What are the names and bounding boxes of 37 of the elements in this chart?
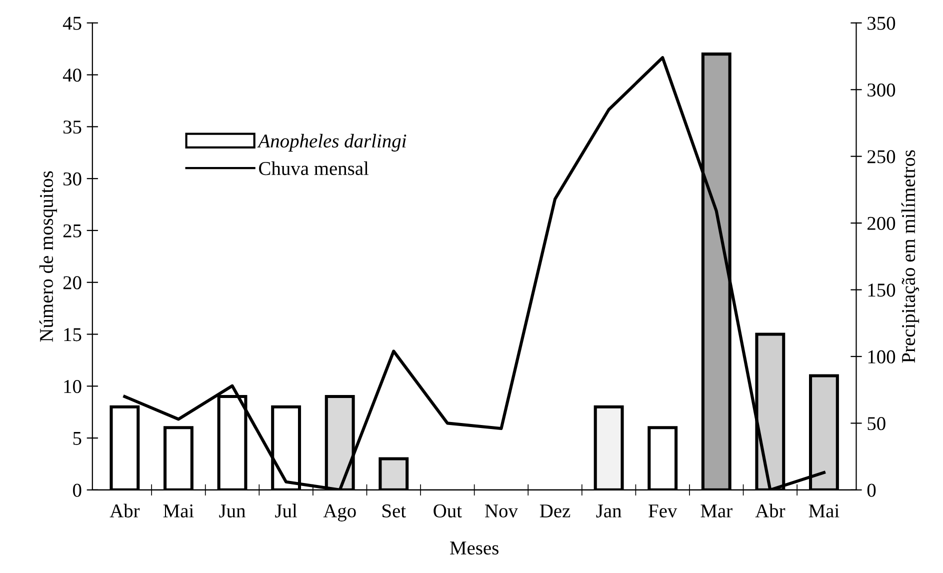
x-tick-label: Dez	[540, 504, 570, 518]
x-tick-label: Mar	[700, 504, 732, 518]
y-axis-title: Número de mosquitos	[39, 171, 57, 342]
y-tick-label: 25	[63, 224, 82, 238]
y2-axis-title: Precipitação em milímetros	[901, 150, 920, 363]
y2-tick-label: 0	[867, 484, 876, 497]
y-tick-label: 5	[73, 432, 82, 445]
y-tick-label: 40	[62, 68, 82, 82]
x-tick-label: Set	[382, 504, 406, 518]
x-tick-label: Abr	[755, 504, 786, 518]
y-tick-label: 10	[64, 380, 82, 394]
y2-tick-label: 200	[868, 216, 896, 230]
y2-tick-label: 100	[868, 350, 896, 364]
x-tick-label: Out	[434, 504, 462, 518]
legend-label: Chuva mensal	[259, 161, 369, 176]
y-tick-label: 0	[73, 484, 82, 497]
x-tick-label: Abr	[110, 504, 140, 518]
y-tick-label: 30	[63, 172, 82, 186]
y2-tick-label: 300	[868, 83, 896, 97]
x-axis-title: Meses	[450, 542, 498, 555]
y-tick-label: 15	[64, 328, 82, 342]
x-tick-label: Fev	[648, 504, 678, 518]
y2-tick-label: 350	[868, 16, 896, 30]
x-tick-label: Jan	[596, 504, 622, 518]
y2-tick-label: 50	[868, 417, 886, 430]
x-tick-label: Jun	[219, 504, 246, 518]
x-tick-label: Nov	[485, 504, 518, 518]
x-tick-label: Jul	[275, 504, 298, 518]
legend-label: Anopheles darlingi	[257, 134, 406, 152]
x-tick-label: Mai	[808, 504, 840, 518]
x-tick-label: Mai	[163, 504, 194, 518]
y-tick-label: 20	[63, 276, 82, 290]
y2-tick-label: 150	[868, 284, 896, 297]
x-tick-label: Ago	[323, 504, 356, 522]
y-tick-label: 35	[63, 120, 82, 134]
y-tick-label: 45	[62, 16, 82, 30]
y2-tick-label: 250	[868, 150, 896, 164]
